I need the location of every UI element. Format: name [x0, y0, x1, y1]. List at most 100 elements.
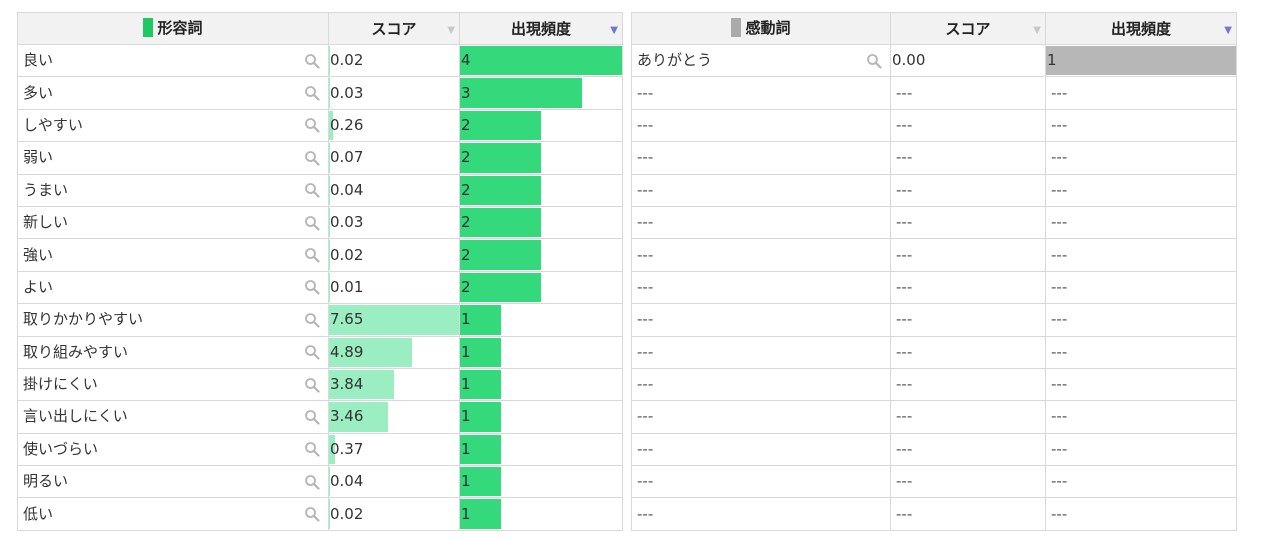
score-column-label: スコア [945, 20, 991, 38]
search-icon[interactable] [304, 85, 320, 101]
frequency-cell: --- [1045, 270, 1237, 305]
sort-down-icon[interactable]: ▼ [447, 24, 455, 36]
search-icon[interactable] [304, 182, 320, 198]
table-row[interactable]: 新しい 0.03 2 [17, 205, 623, 240]
frequency-cell: 1 [459, 400, 623, 434]
score-value: 0.02 [330, 245, 364, 264]
word-cell[interactable]: 掛けにくい [17, 367, 329, 402]
table-row[interactable]: ありがとう 0.00 1 [631, 43, 1237, 78]
adjective-column-header[interactable]: 形容詞 [17, 12, 329, 45]
empty-placeholder: --- [637, 148, 654, 167]
empty-placeholder: --- [1051, 375, 1068, 394]
search-icon[interactable] [304, 279, 320, 296]
table-row[interactable]: よい 0.01 2 [17, 270, 623, 305]
frequency-bar [460, 434, 501, 465]
frequency-bar [460, 467, 501, 497]
word-cell: --- [631, 335, 891, 369]
word-cell[interactable]: よい [17, 270, 329, 305]
frequency-bar [460, 272, 541, 303]
word-cell[interactable]: 多い [17, 76, 329, 110]
score-column-header[interactable]: スコア ▼ [890, 12, 1046, 45]
word-cell[interactable]: 良い [17, 43, 329, 78]
score-cell: 3.46 [328, 400, 460, 434]
sort-down-icon[interactable]: ▼ [1033, 24, 1041, 36]
table-row[interactable]: 多い 0.03 3 [17, 76, 623, 110]
score-value: 3.84 [330, 375, 364, 394]
interjection-column-header[interactable]: 感動詞 [631, 12, 891, 45]
frequency-value: 2 [461, 180, 471, 199]
frequency-cell: --- [1045, 465, 1237, 499]
search-icon[interactable] [304, 312, 320, 328]
empty-placeholder: --- [637, 342, 654, 361]
search-icon[interactable] [304, 377, 320, 393]
score-bar [329, 143, 331, 173]
table-row[interactable]: 取りかかりやすい 7.65 1 [17, 303, 623, 337]
search-icon[interactable] [304, 117, 320, 134]
frequency-cell: 4 [459, 43, 623, 78]
score-bar [329, 110, 334, 141]
word-cell: --- [631, 367, 891, 402]
empty-placeholder: --- [1051, 213, 1068, 232]
search-icon[interactable] [304, 474, 320, 490]
search-icon[interactable] [304, 215, 320, 231]
table-row[interactable]: 言い出しにくい 3.46 1 [17, 400, 623, 434]
table-row[interactable]: 明るい 0.04 1 [17, 465, 623, 499]
score-bar [329, 467, 331, 497]
sort-down-icon[interactable]: ▼ [610, 24, 618, 36]
word-cell[interactable]: しやすい [17, 108, 329, 143]
frequency-cell: --- [1045, 141, 1237, 175]
empty-placeholder: --- [637, 245, 654, 264]
score-cell: --- [890, 76, 1046, 110]
empty-placeholder: --- [637, 504, 654, 523]
table-row[interactable]: 弱い 0.07 2 [17, 141, 623, 175]
score-column-header[interactable]: スコア ▼ [328, 12, 460, 45]
frequency-cell: 2 [459, 173, 623, 207]
table-row[interactable]: 強い 0.02 2 [17, 238, 623, 272]
word-cell[interactable]: うまい [17, 173, 329, 207]
table-row[interactable]: しやすい 0.26 2 [17, 108, 623, 143]
word-cell[interactable]: 使いづらい [17, 432, 329, 467]
frequency-bar [460, 143, 541, 173]
search-icon[interactable] [866, 53, 882, 69]
frequency-cell: 2 [459, 238, 623, 272]
word-cell[interactable]: 低い [17, 497, 329, 531]
table-row[interactable]: 掛けにくい 3.84 1 [17, 367, 623, 402]
frequency-column-header[interactable]: 出現頻度 ▼ [1045, 12, 1237, 45]
word-cell[interactable]: 取り組みやすい [17, 335, 329, 369]
word-cell[interactable]: 取りかかりやすい [17, 303, 329, 337]
word-cell[interactable]: ありがとう [631, 43, 891, 78]
search-icon[interactable] [304, 441, 320, 457]
word-cell: --- [631, 400, 891, 434]
score-bar [329, 369, 395, 400]
search-icon[interactable] [304, 409, 320, 425]
word-cell[interactable]: 弱い [17, 141, 329, 175]
word-cell[interactable]: 言い出しにくい [17, 400, 329, 434]
table-row[interactable]: うまい 0.04 2 [17, 173, 623, 207]
empty-placeholder: --- [896, 245, 913, 264]
frequency-bar [460, 240, 541, 270]
frequency-column-header[interactable]: 出現頻度 ▼ [459, 12, 623, 45]
search-icon[interactable] [304, 506, 320, 522]
score-cell: --- [890, 432, 1046, 467]
empty-placeholder: --- [896, 148, 913, 167]
empty-placeholder: --- [896, 375, 913, 394]
empty-placeholder: --- [1051, 83, 1068, 102]
frequency-cell: --- [1045, 432, 1237, 467]
word-cell[interactable]: 明るい [17, 465, 329, 499]
word-cell[interactable]: 新しい [17, 205, 329, 240]
search-icon[interactable] [304, 344, 320, 360]
table-row[interactable]: 取り組みやすい 4.89 1 [17, 335, 623, 369]
search-icon[interactable] [304, 53, 320, 69]
score-bar [329, 305, 459, 335]
score-cell: 0.02 [328, 43, 460, 78]
word-cell[interactable]: 強い [17, 238, 329, 272]
table-row[interactable]: 使いづらい 0.37 1 [17, 432, 623, 467]
table-row[interactable]: 低い 0.02 1 [17, 497, 623, 531]
search-icon[interactable] [304, 150, 320, 166]
table-row[interactable]: 良い 0.02 4 [17, 43, 623, 78]
score-cell: --- [890, 303, 1046, 337]
word-label: ありがとう [637, 51, 713, 70]
search-icon[interactable] [304, 247, 320, 263]
sort-down-icon[interactable]: ▼ [1224, 24, 1232, 36]
score-cell: 4.89 [328, 335, 460, 369]
